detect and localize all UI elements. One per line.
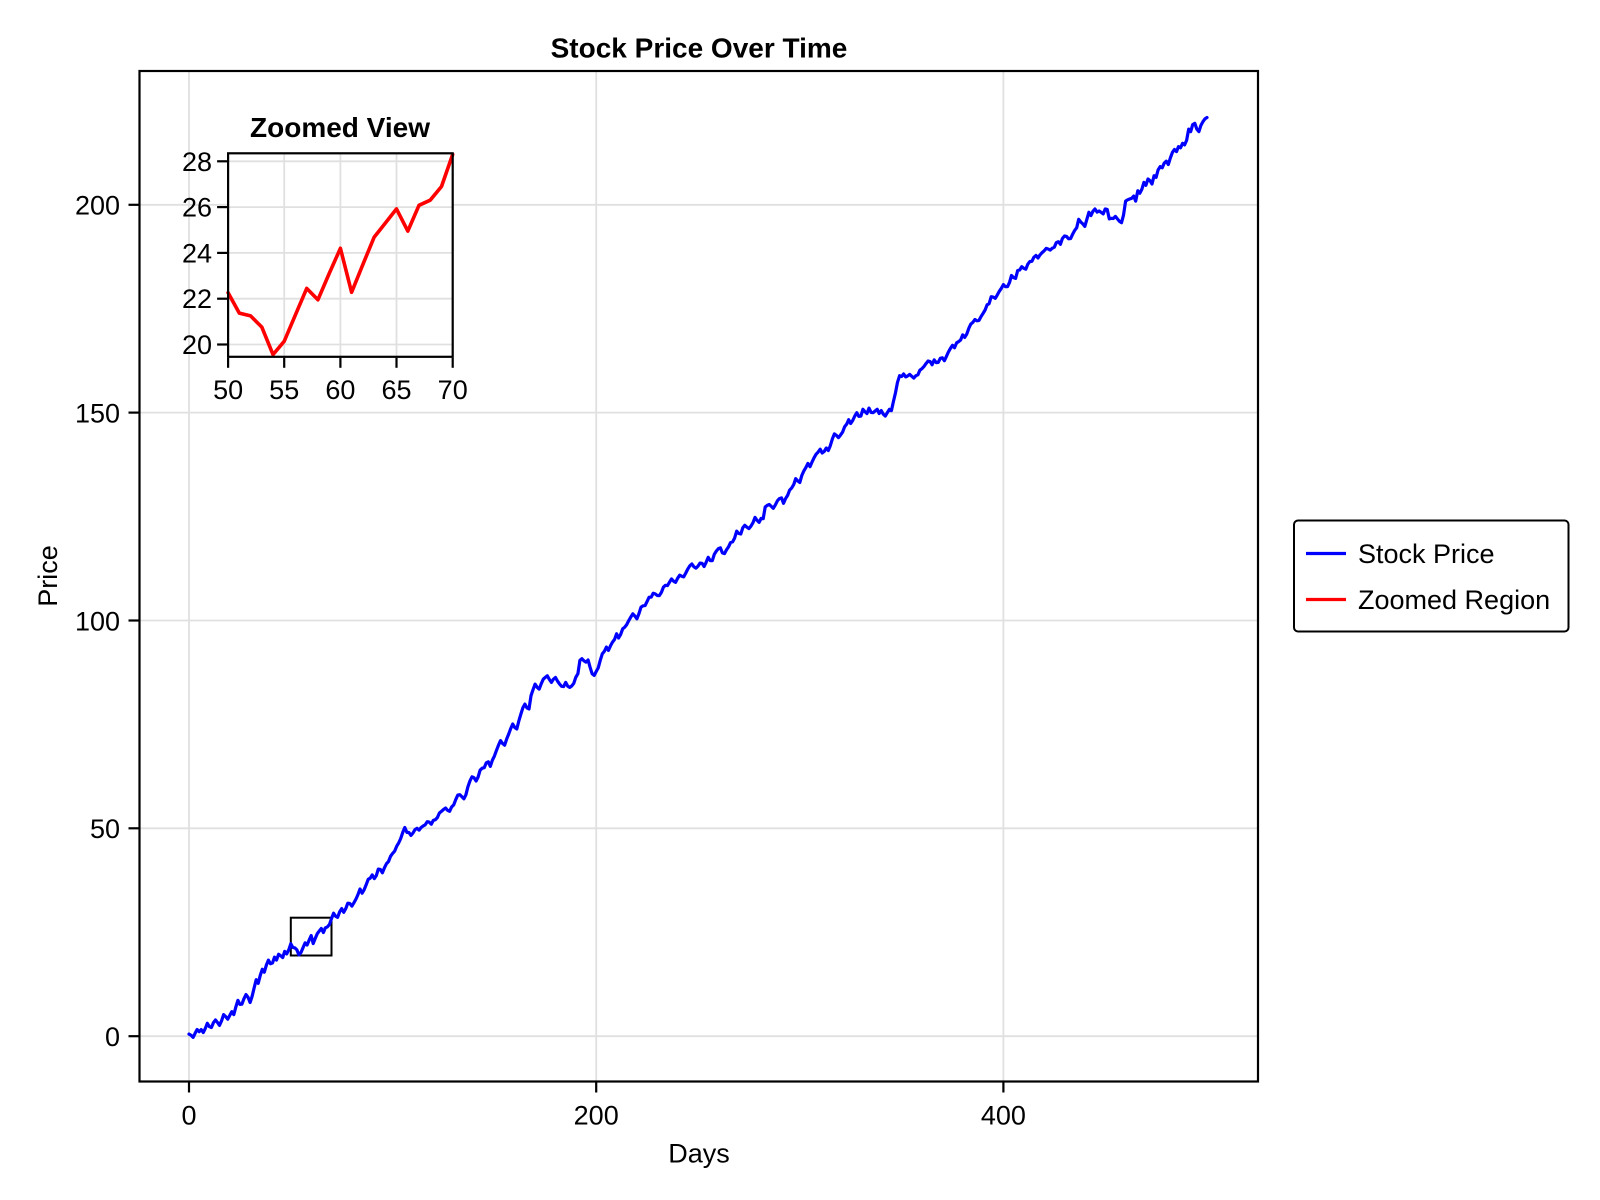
svg-text:Stock Price Over Time: Stock Price Over Time [551,33,848,64]
svg-text:55: 55 [269,375,299,405]
svg-text:70: 70 [438,375,468,405]
svg-text:0: 0 [181,1101,196,1131]
svg-text:Price: Price [33,545,63,607]
svg-text:65: 65 [381,375,411,405]
svg-text:Zoomed View: Zoomed View [250,112,430,143]
svg-text:22: 22 [182,284,212,314]
svg-text:50: 50 [90,814,120,844]
svg-text:Days: Days [668,1139,730,1169]
svg-text:200: 200 [574,1101,619,1131]
svg-text:100: 100 [75,606,120,636]
svg-text:50: 50 [213,375,243,405]
svg-text:Zoomed Region: Zoomed Region [1358,585,1550,615]
svg-text:26: 26 [182,193,212,223]
svg-text:Stock Price: Stock Price [1358,539,1495,569]
svg-text:200: 200 [75,191,120,221]
svg-text:24: 24 [182,238,212,268]
svg-text:60: 60 [325,375,355,405]
svg-text:400: 400 [981,1101,1026,1131]
svg-text:20: 20 [182,330,212,360]
svg-text:28: 28 [182,147,212,177]
svg-text:150: 150 [75,398,120,428]
svg-text:0: 0 [105,1022,120,1052]
